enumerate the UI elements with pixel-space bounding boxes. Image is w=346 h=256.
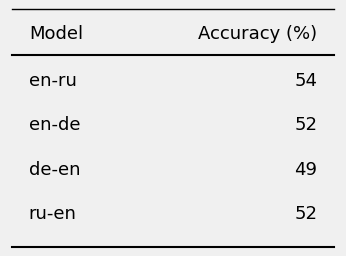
Text: ru-en: ru-en xyxy=(29,205,77,223)
Text: 54: 54 xyxy=(294,72,317,90)
Text: 52: 52 xyxy=(294,116,317,134)
Text: Model: Model xyxy=(29,25,83,43)
Text: en-de: en-de xyxy=(29,116,80,134)
Text: 52: 52 xyxy=(294,205,317,223)
Text: de-en: de-en xyxy=(29,161,80,179)
Text: 49: 49 xyxy=(294,161,317,179)
Text: Accuracy (%): Accuracy (%) xyxy=(198,25,317,43)
Text: en-ru: en-ru xyxy=(29,72,77,90)
